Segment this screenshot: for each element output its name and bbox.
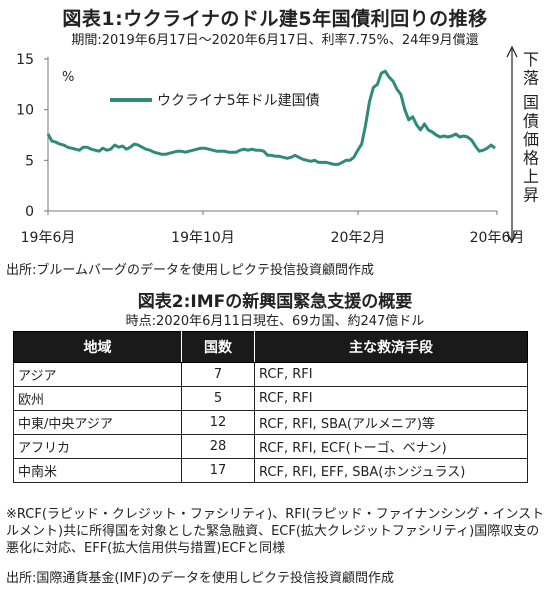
x-tick-label: 20年2月	[331, 230, 386, 246]
table-source: 出所:国際通貨基金(IMF)のデータを使用しピクテ投信投資顧問作成	[6, 571, 395, 586]
count-cell: 5	[181, 386, 255, 411]
footnote: ※RCF(ラピッド・クレジット・ファシリティ)、RFI(ラピッド・ファイナンシン…	[6, 507, 545, 556]
table-title: 図表2:IMFの新興国緊急支援の概要	[137, 292, 413, 312]
y-tick-label: 15	[16, 52, 34, 68]
means-cell: RCF, RFI	[254, 362, 528, 387]
means-cell: RCF, RFI, EFF, SBA(ホンジュラス)	[254, 458, 528, 483]
table-row: 中東/中央アジア 12 RCF, RFI, SBA(アルメニア)等	[13, 410, 528, 435]
header-means: 主な救済手段	[254, 331, 528, 363]
region-cell: アフリカ	[13, 434, 182, 459]
right-annotation: 下落 国債価格上昇	[523, 50, 539, 205]
annotation-arrow-down	[506, 231, 518, 244]
region-cell: 中南米	[13, 458, 182, 483]
x-tick-label: 19年10月	[171, 230, 235, 246]
region-cell: 中東/中央アジア	[13, 410, 182, 435]
means-cell: RCF, RFI, ECF(トーゴ、ベナン)	[254, 434, 528, 459]
count-cell: 12	[181, 410, 255, 435]
y-unit-label: %	[62, 70, 74, 85]
table-row: 欧州 5 RCF, RFI	[13, 386, 528, 411]
header-region: 地域	[13, 331, 182, 363]
table-row: アフリカ 28 RCF, RFI, ECF(トーゴ、ベナン)	[13, 434, 528, 459]
table-header-row: 地域 国数 主な救済手段	[13, 331, 528, 363]
chart-source: 出所:ブルームバーグのデータを使用しピクテ投信投資顧問作成	[6, 263, 374, 278]
yield-line-chart: 15 10 5 0% 19年6月 19年10月 20年2月 20年6月 ウクライナ5年ドル建国債…	[16, 45, 539, 246]
table-subtitle: 時点:2020年6月11日現在、69カ国、約247億ドル	[125, 314, 425, 329]
count-cell: 7	[181, 362, 255, 387]
region-cell: アジア	[13, 362, 182, 387]
x-tick-label: 20年6月	[470, 230, 525, 246]
legend-label: ウクライナ5年ドル建国債	[157, 93, 320, 109]
y-tick-label: 0	[25, 204, 34, 220]
table-row: 中南米 17 RCF, RFI, EFF, SBA(ホンジュラス)	[13, 458, 528, 483]
count-cell: 17	[181, 458, 255, 483]
imf-support-table: 地域 国数 主な救済手段 アジア 7 RCF, RFI 欧州 5 RCF, RFI 中東…	[13, 331, 528, 483]
region-cell: 欧州	[13, 386, 182, 411]
annotation-arrow-up	[506, 45, 518, 58]
count-cell: 28	[181, 434, 255, 459]
header-count: 国数	[181, 331, 255, 363]
means-cell: RCF, RFI	[254, 386, 528, 411]
table-row: アジア 7 RCF, RFI	[13, 362, 528, 387]
series-line	[46, 69, 496, 166]
means-cell: RCF, RFI, SBA(アルメニア)等	[254, 410, 528, 435]
y-tick-label: 10	[16, 103, 34, 119]
y-tick-label: 5	[25, 153, 34, 169]
x-tick-label: 19年6月	[21, 230, 76, 246]
chart-title: 図表1:ウクライナのドル建5年国債利回りの推移	[62, 8, 488, 30]
chart-subtitle: 期間:2019年6月17日～2020年6月17日、利率7.75%、24年9月償還	[71, 33, 479, 48]
